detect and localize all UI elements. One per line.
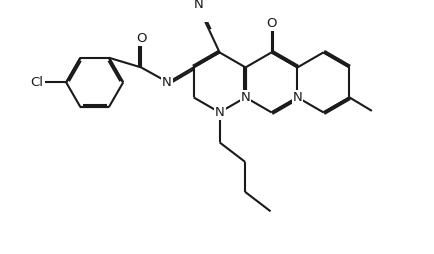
Text: N: N	[241, 91, 250, 104]
Text: N: N	[194, 0, 204, 11]
Text: N: N	[162, 76, 171, 89]
Text: N: N	[293, 91, 302, 104]
Text: O: O	[266, 18, 277, 30]
Text: O: O	[136, 33, 146, 45]
Text: N: N	[215, 106, 224, 119]
Text: Cl: Cl	[31, 76, 44, 89]
